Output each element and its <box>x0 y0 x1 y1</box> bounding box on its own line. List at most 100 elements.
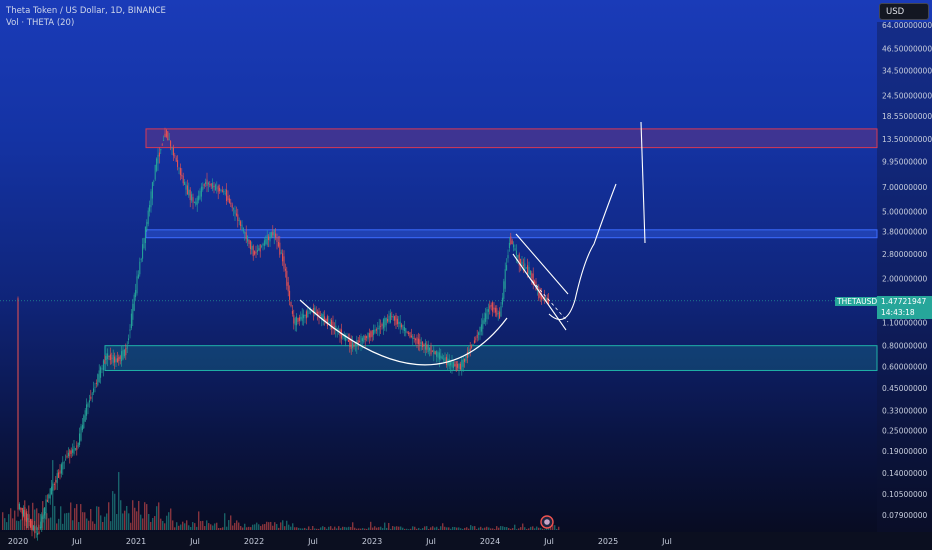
currency-scale-button[interactable]: USD <box>879 3 929 20</box>
volume-bar <box>82 512 84 530</box>
candle-body <box>319 315 321 316</box>
candle-body <box>247 236 249 242</box>
volume-bar <box>148 513 150 530</box>
candle-body <box>234 209 236 214</box>
volume-bar <box>396 526 398 530</box>
candle-body <box>511 240 513 245</box>
candle-body <box>303 314 305 319</box>
candle-body <box>375 329 377 331</box>
candle-body <box>233 208 235 210</box>
candle-body <box>539 292 541 298</box>
volume-bar <box>362 528 364 530</box>
candle-body <box>198 195 200 201</box>
volume-bar <box>230 515 232 530</box>
volume-bar <box>538 527 540 530</box>
volume-bar <box>198 511 200 530</box>
volume-bar <box>292 523 294 530</box>
candle-body <box>494 307 496 313</box>
candle-body <box>35 531 37 533</box>
candle-body <box>382 319 384 329</box>
candle-body <box>144 226 146 244</box>
candle-body <box>66 455 68 458</box>
candle-body <box>161 144 163 146</box>
volume-bar <box>356 528 358 530</box>
candle-body <box>371 330 373 337</box>
volume-bar <box>296 527 298 530</box>
volume-bar <box>444 526 446 530</box>
candle-body <box>31 520 33 531</box>
candle-body <box>94 386 96 388</box>
candle-body <box>420 342 422 345</box>
candle-body <box>534 280 536 285</box>
candle-body <box>332 321 334 330</box>
volume-bar <box>68 512 70 530</box>
candle-body <box>294 318 296 326</box>
volume-bar <box>214 523 216 530</box>
candle-body <box>280 252 282 254</box>
volume-bar <box>502 526 504 530</box>
time-tick-label: Jul <box>307 537 318 546</box>
candle-body <box>136 276 138 294</box>
volume-bar <box>280 522 282 530</box>
volume-bar <box>470 525 472 530</box>
candle-body <box>317 311 319 315</box>
candle-body <box>150 191 152 208</box>
candle-body <box>448 359 450 367</box>
volume-bar <box>158 502 160 530</box>
candle-body <box>357 339 359 345</box>
volume-bar <box>22 507 24 530</box>
candle-body <box>256 250 258 252</box>
candle-body <box>95 382 97 384</box>
volume-bar <box>96 506 98 530</box>
volume-bar <box>220 527 222 530</box>
volume-bar <box>234 522 236 530</box>
candle-body <box>182 175 184 184</box>
candle-body <box>293 315 295 324</box>
volume-bar <box>544 529 546 530</box>
volume-bar <box>246 527 248 530</box>
volume-bar <box>212 525 214 530</box>
candle-body <box>361 338 363 342</box>
candle-body <box>325 318 327 322</box>
volume-bar <box>206 520 208 530</box>
volume-bar <box>236 520 238 530</box>
candle-body <box>167 131 169 141</box>
volume-bar <box>312 526 314 530</box>
volume-bar <box>330 526 332 530</box>
candle-body <box>91 393 93 395</box>
candle-body <box>416 337 418 344</box>
volume-bar <box>222 527 224 530</box>
volume-bar <box>534 528 536 530</box>
candle-body <box>132 303 134 320</box>
candle-body <box>410 335 412 338</box>
flag-upper-line <box>515 233 569 295</box>
candle-body <box>291 311 293 314</box>
candle-body <box>479 326 481 336</box>
volume-bar <box>118 472 120 530</box>
candle-body <box>282 253 284 262</box>
candle-body <box>206 179 208 187</box>
volume-bar <box>130 522 132 530</box>
volume-bar <box>190 527 192 530</box>
volume-bar <box>286 520 288 530</box>
candle-body <box>465 354 467 361</box>
volume-bar <box>152 517 154 530</box>
volume-bar <box>70 502 72 530</box>
candle-body <box>497 313 499 315</box>
candle-body <box>42 514 44 519</box>
candle-body <box>417 338 419 345</box>
bar-countdown: 14:43:18 <box>881 307 915 317</box>
candle-body <box>392 316 394 318</box>
candle-body <box>399 321 401 328</box>
volume-bar <box>398 526 400 530</box>
volume-bar <box>402 527 404 530</box>
volume-bar <box>56 523 58 530</box>
candle-body <box>154 164 156 180</box>
volume-bar <box>232 525 234 530</box>
volume-bar <box>18 521 20 530</box>
volume-bar <box>490 528 492 530</box>
candle-body <box>364 335 366 340</box>
volume-bar <box>390 528 392 530</box>
candle-body <box>454 364 456 367</box>
